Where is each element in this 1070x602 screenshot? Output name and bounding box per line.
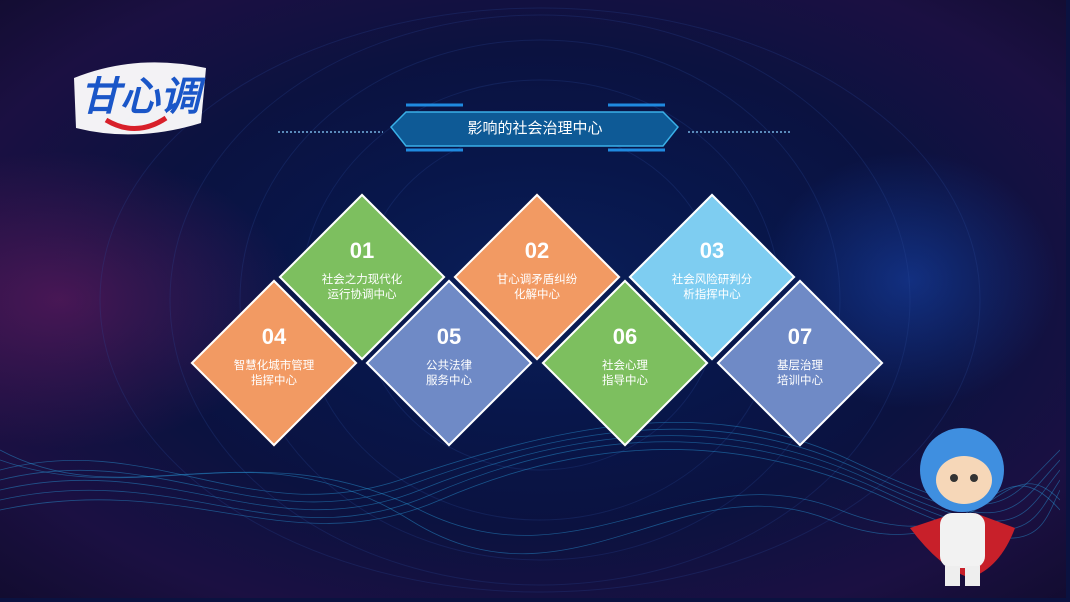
center-label: 04 智慧化城市管理 指挥中心 — [199, 324, 349, 388]
center-name-line2: 培训中心 — [777, 373, 823, 387]
center-name-line1: 智慧化城市管理 — [233, 358, 315, 372]
center-name-line1: 甘心调矛盾纠纷 — [496, 272, 578, 286]
center-name-line1: 公共法律 — [426, 358, 472, 372]
center-name-line2: 化解中心 — [514, 287, 560, 301]
page-title: 影响的社会治理中心 — [467, 119, 603, 137]
center-label: 06 社会心理 指导中心 — [550, 324, 700, 388]
center-number: 02 — [524, 238, 550, 263]
svg-text:甘心调: 甘心调 — [80, 74, 206, 120]
center-number: 06 — [612, 324, 638, 349]
center-label: 02 甘心调矛盾纠纷 化解中心 — [462, 238, 612, 302]
center-number: 07 — [787, 324, 813, 349]
center-label: 05 公共法律 服务中心 — [374, 324, 524, 388]
center-number: 01 — [349, 238, 375, 263]
title-banner: 影响的社会治理中心 — [278, 100, 792, 154]
center-name-line2: 析指挥中心 — [683, 287, 741, 301]
center-name-line1: 社会心理 — [602, 358, 648, 372]
center-name-line2: 服务中心 — [426, 373, 472, 387]
center-name-line2: 运行协调中心 — [327, 287, 397, 301]
center-name-line2: 指导中心 — [602, 373, 648, 387]
center-name-line1: 社会风险研判分 — [671, 272, 753, 286]
center-number: 05 — [436, 324, 462, 349]
center-name-line1: 社会之力现代化 — [321, 272, 403, 286]
gan-xin-tiao-logo: 甘心调 — [66, 48, 211, 140]
center-label: 03 社会风险研判分 析指挥中心 — [637, 238, 787, 302]
center-number: 04 — [261, 324, 287, 349]
center-name-line1: 基层治理 — [777, 358, 823, 372]
center-label: 01 社会之力现代化 运行协调中心 — [287, 238, 437, 302]
center-number: 03 — [699, 238, 725, 263]
center-name-line2: 指挥中心 — [251, 373, 297, 387]
center-label: 07 基层治理 培训中心 — [725, 324, 875, 388]
mascot-image — [900, 418, 1025, 593]
